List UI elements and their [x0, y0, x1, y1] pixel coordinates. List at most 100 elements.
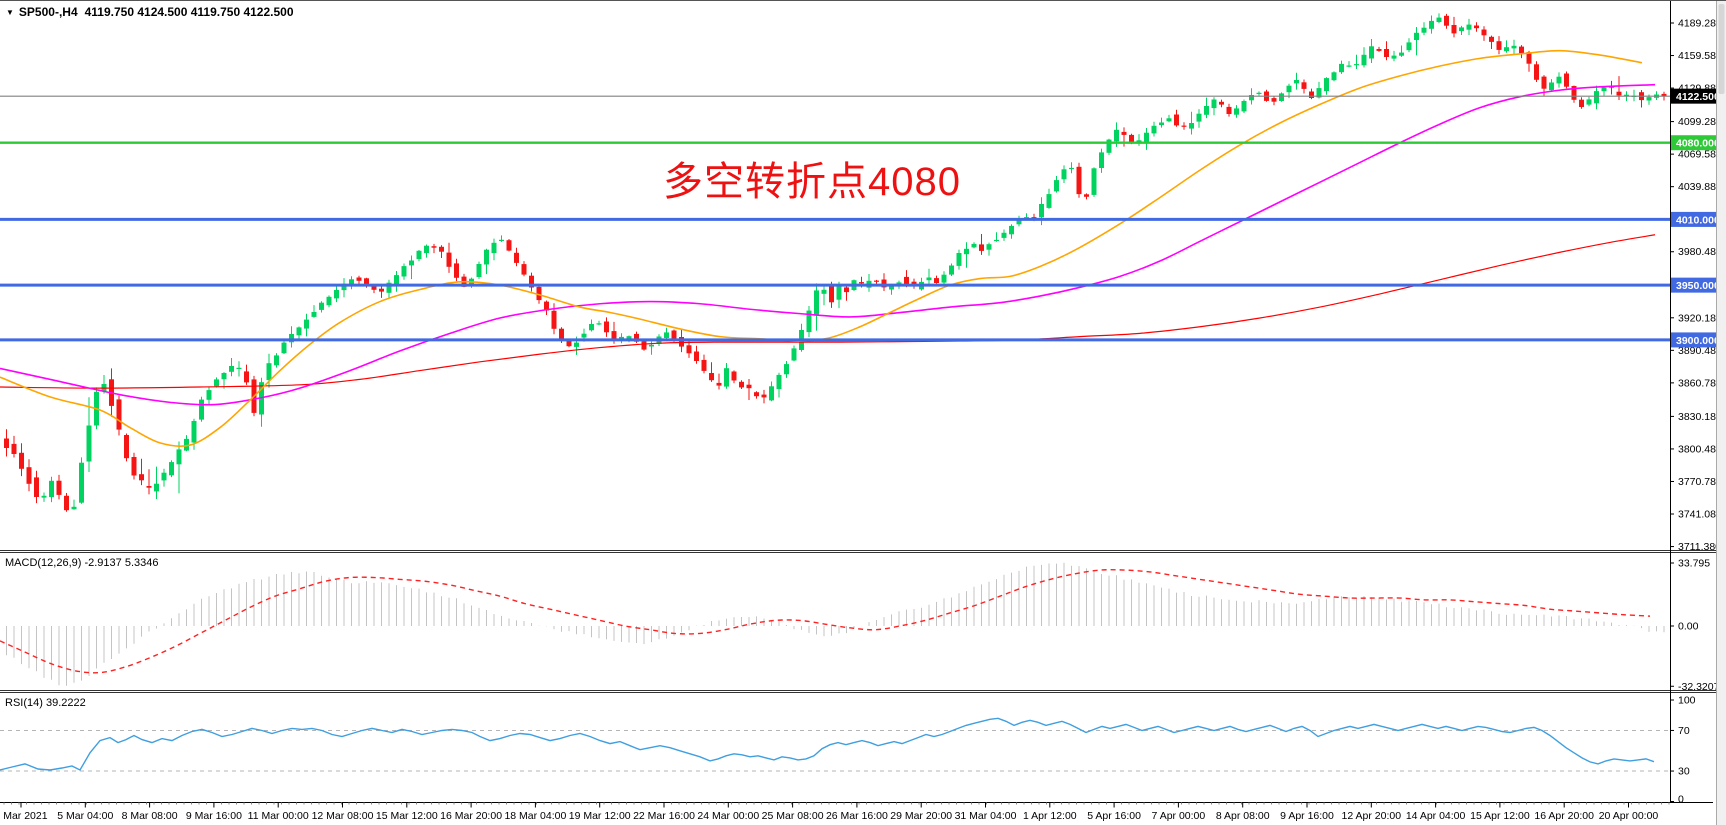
price-badge-label: 3900.000	[1676, 335, 1720, 347]
candle	[1069, 162, 1074, 174]
symbol-header[interactable]: ▼ SP500-,H4 4119.750 4124.500 4119.750 412…	[6, 5, 294, 19]
candle	[1166, 114, 1172, 123]
candle	[1174, 109, 1179, 127]
symbol-dropdown-icon[interactable]: ▼	[6, 8, 14, 17]
candle	[1601, 86, 1607, 96]
candle	[1369, 39, 1374, 63]
candle	[334, 286, 339, 303]
macd-histogram	[6, 562, 1665, 686]
price-tick-label: 3770.780	[1678, 476, 1722, 488]
candle	[1279, 92, 1284, 102]
candle	[124, 433, 129, 462]
candle	[146, 469, 152, 495]
date-label: 20 Apr 00:00	[1599, 810, 1659, 822]
candle	[1594, 85, 1599, 110]
candle	[1376, 46, 1382, 52]
candle	[1136, 134, 1142, 146]
candle	[19, 443, 24, 477]
date-label: 22 Mar 16:00	[633, 810, 695, 822]
candle	[326, 295, 332, 308]
candle	[86, 397, 92, 472]
candle	[394, 271, 399, 292]
date-label: 25 Mar 08:00	[762, 810, 824, 822]
date-label: 24 Mar 00:00	[697, 810, 759, 822]
rsi-tick-label: 70	[1678, 725, 1690, 737]
candle	[844, 285, 849, 301]
candle	[716, 373, 722, 390]
candle	[161, 468, 167, 487]
candle	[409, 255, 414, 280]
candle	[926, 268, 932, 285]
candle	[1301, 79, 1307, 94]
candle	[1144, 128, 1149, 150]
candle	[769, 381, 774, 402]
rsi-line	[0, 717, 1655, 771]
candle	[229, 358, 234, 377]
scrollbar-track[interactable]	[1717, 1, 1726, 825]
rsi-tick-label: 30	[1678, 766, 1690, 778]
candle	[814, 283, 819, 331]
candle	[446, 242, 452, 273]
rsi-tick-label: 100	[1678, 695, 1696, 707]
candle	[739, 380, 744, 389]
date-label: 5 Apr 16:00	[1087, 810, 1141, 822]
candle	[731, 370, 737, 384]
date-label: 8 Mar 08:00	[122, 810, 178, 822]
candle	[1076, 162, 1082, 198]
candle	[874, 279, 879, 285]
date-label: 12 Mar 08:00	[312, 810, 374, 822]
candle	[1211, 97, 1217, 116]
candle	[64, 493, 69, 512]
candle	[1459, 25, 1464, 35]
candle	[754, 391, 759, 399]
price-tick-label: 3920.180	[1678, 312, 1722, 324]
candle	[1496, 36, 1502, 55]
date-label: 9 Mar 16:00	[186, 810, 242, 822]
candle	[281, 340, 287, 354]
price-badge-label: 4080.000	[1676, 138, 1720, 150]
candle	[1339, 60, 1344, 74]
candle	[1346, 61, 1352, 68]
candle	[521, 261, 527, 277]
candle	[1181, 122, 1187, 130]
price-badge-label: 3950.000	[1676, 280, 1720, 292]
date-label: 19 Mar 12:00	[569, 810, 631, 822]
candle	[971, 242, 977, 249]
candle	[1091, 167, 1097, 197]
candle	[1466, 18, 1472, 35]
candle	[514, 247, 519, 267]
candle	[1084, 193, 1089, 200]
date-label: 12 Apr 20:00	[1342, 810, 1402, 822]
candle	[236, 361, 242, 377]
candle	[304, 313, 309, 337]
scrollbar-thumb[interactable]	[1718, 4, 1725, 94]
candle	[881, 273, 887, 291]
candle	[49, 476, 54, 503]
candle	[1234, 105, 1239, 118]
price-tick-label: 3741.080	[1678, 509, 1722, 521]
candle	[131, 452, 137, 480]
candle	[964, 242, 969, 268]
candle	[439, 245, 444, 258]
candle	[11, 435, 17, 458]
candle	[589, 319, 594, 332]
macd-indicator-label: MACD(12,26,9) -2.9137 5.3346	[5, 557, 159, 569]
candle	[1511, 39, 1517, 54]
candle	[1046, 188, 1052, 209]
candle	[1579, 97, 1584, 109]
candle	[244, 364, 249, 385]
candle	[274, 353, 279, 368]
chart-annotation-text: 多空转折点4080	[663, 160, 961, 204]
macd-tick-label: 33.795	[1678, 557, 1710, 569]
candle	[1639, 90, 1644, 108]
candle	[176, 441, 182, 494]
candle	[1039, 197, 1044, 226]
candle	[1391, 50, 1397, 62]
price-badge	[1671, 88, 1716, 104]
candle	[1106, 138, 1112, 155]
candle	[289, 326, 294, 348]
price-tick-label: 3800.480	[1678, 443, 1722, 455]
symbol-ohlc-values: 4119.750 4124.500 4119.750 4122.500	[84, 5, 294, 19]
